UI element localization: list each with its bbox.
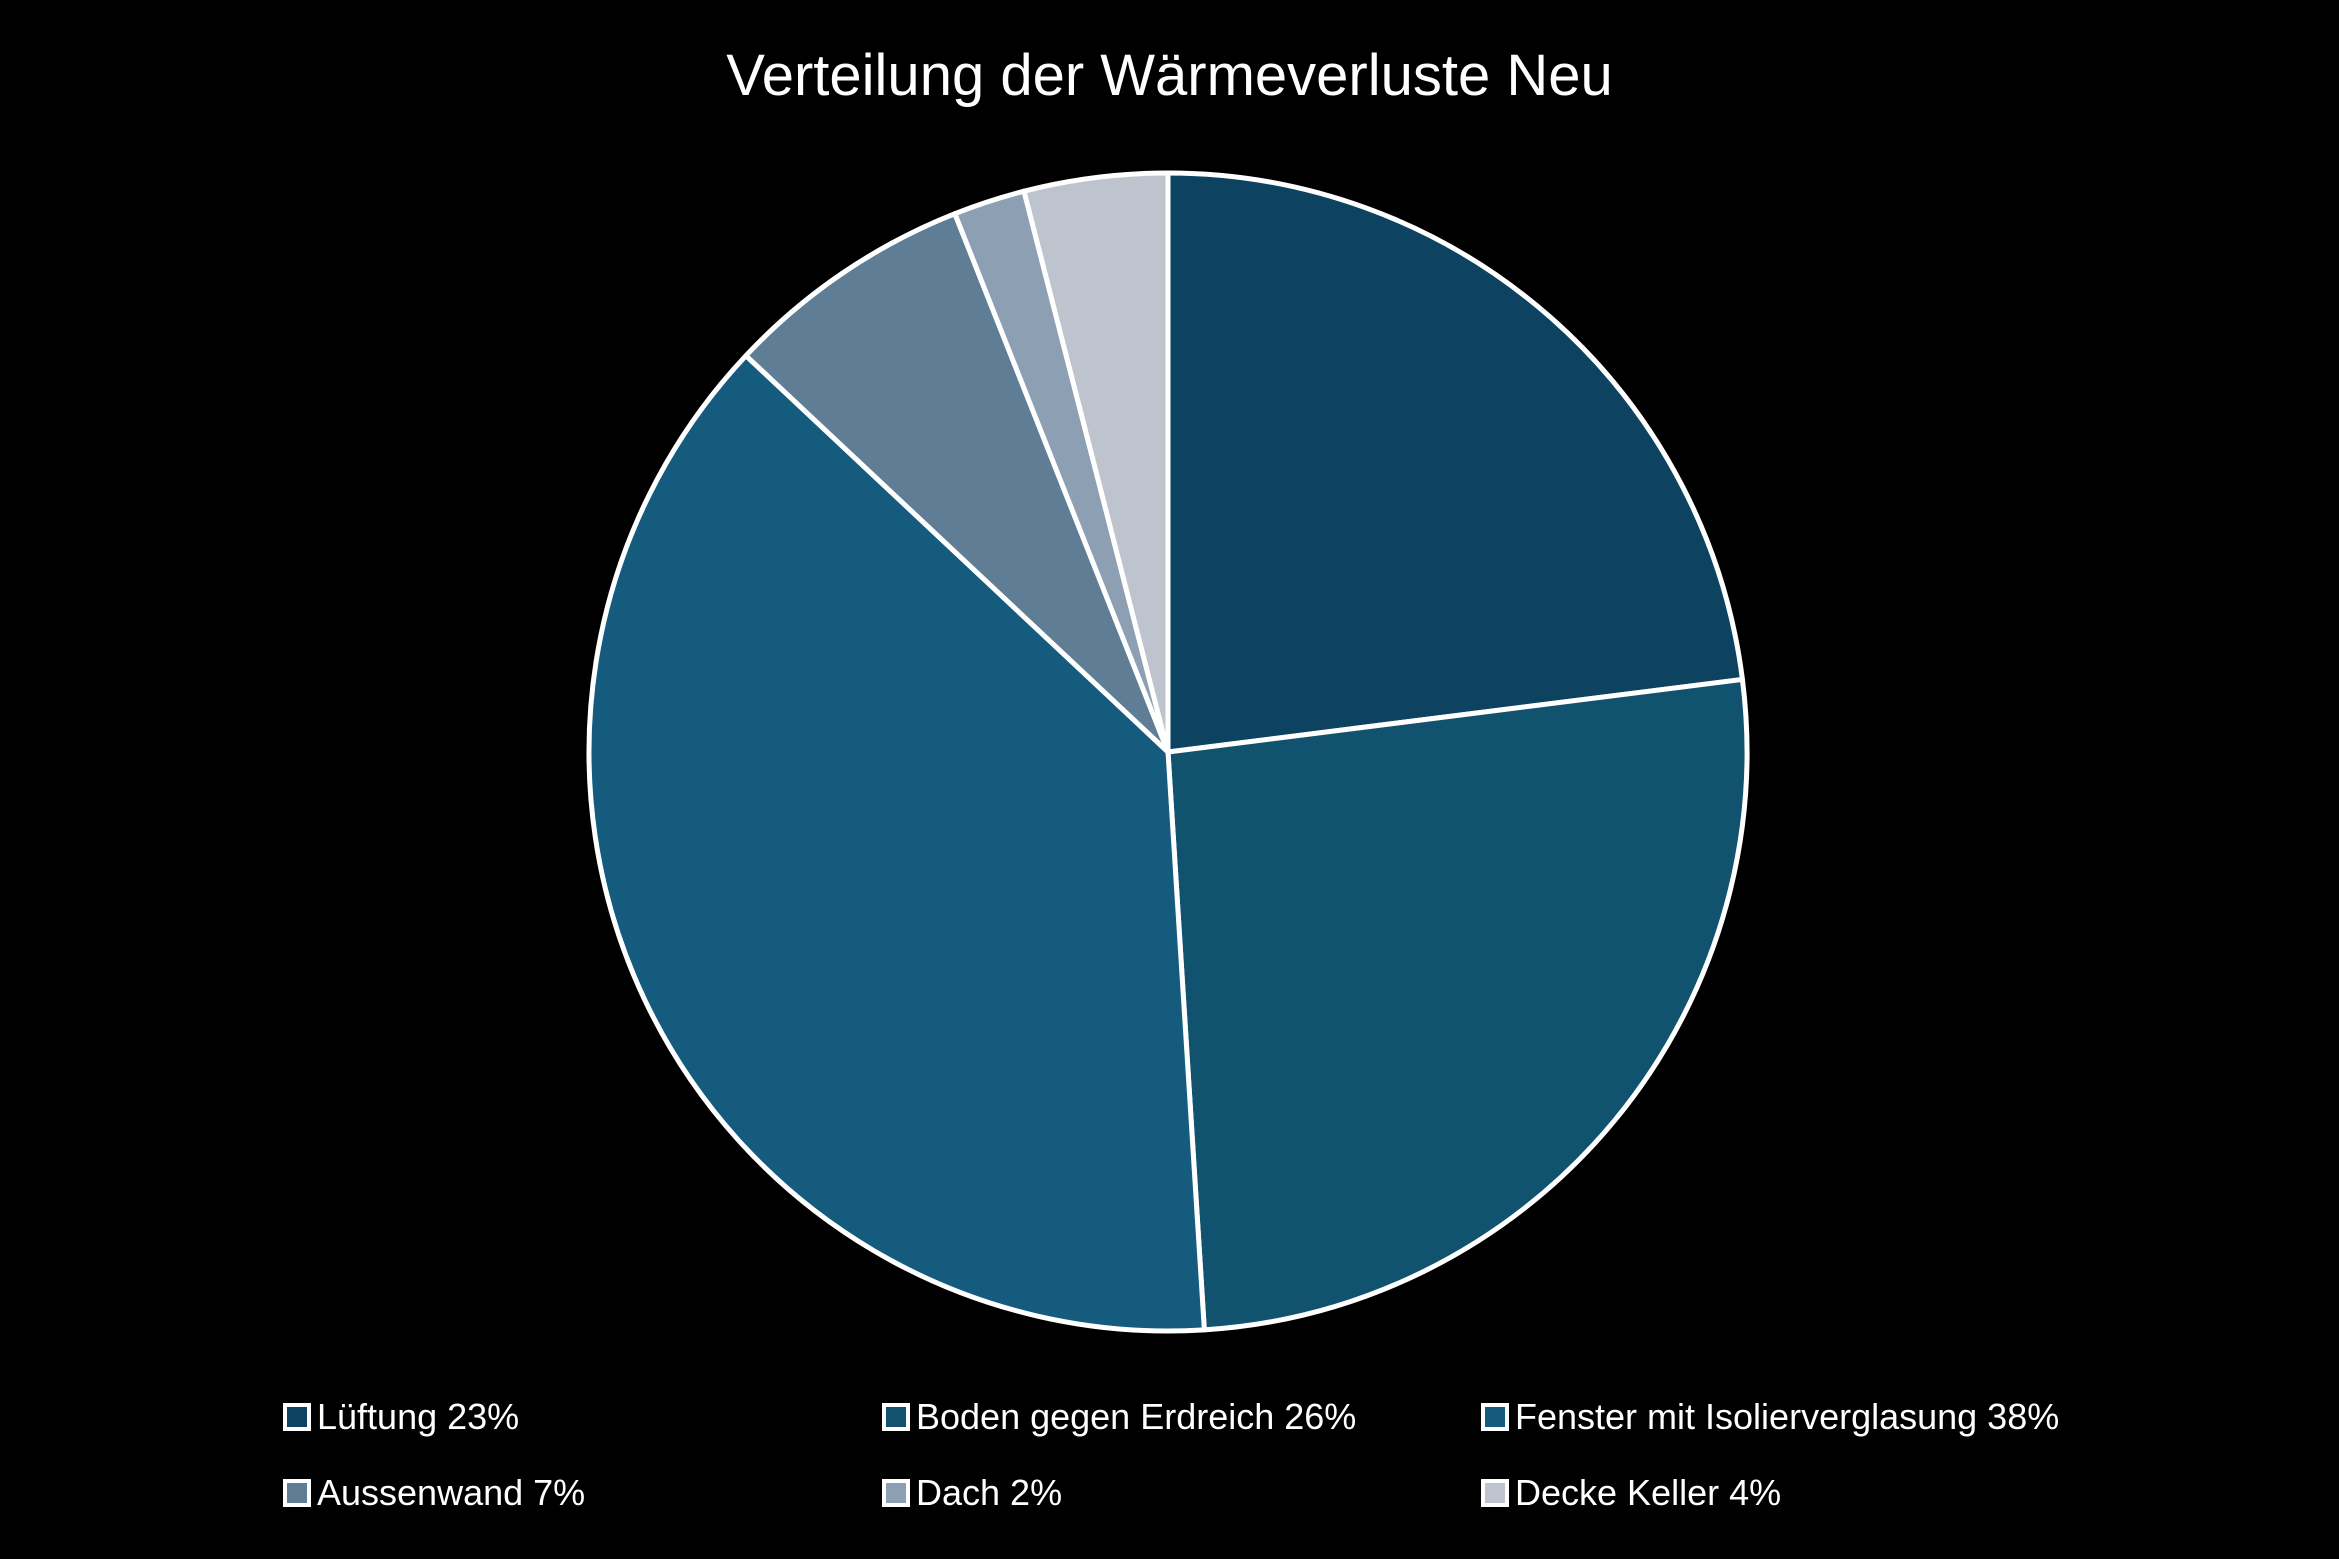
legend-item-boden[interactable]: Boden gegen Erdreich 26% xyxy=(882,1393,1356,1441)
legend-item-decke-keller[interactable]: Decke Keller 4% xyxy=(1481,1469,1781,1517)
pie-slice-aussenwand[interactable] xyxy=(743,211,1171,755)
legend-label-boden: Boden gegen Erdreich 26% xyxy=(916,1396,1357,1437)
legend-item-dach[interactable]: Dach 2% xyxy=(882,1469,1062,1517)
pie-slice-lueftung[interactable] xyxy=(1165,170,1745,755)
legend-label-dach: Dach 2% xyxy=(916,1472,1063,1513)
legend-swatch-decke-keller xyxy=(1481,1479,1509,1507)
legend-label-fenster: Fenster mit Isolierverglasung 38% xyxy=(1515,1396,2060,1437)
pie-slice-fenster[interactable] xyxy=(586,353,1207,1334)
legend-item-lueftung[interactable]: Lüftung 23% xyxy=(283,1393,519,1441)
legend-item-aussenwand[interactable]: Aussenwand 7% xyxy=(283,1469,585,1517)
legend-label-decke-keller: Decke Keller 4% xyxy=(1515,1472,1782,1513)
legend-swatch-fenster xyxy=(1481,1403,1509,1431)
legend-swatch-aussenwand xyxy=(283,1479,311,1507)
legend-swatch-lueftung xyxy=(283,1403,311,1431)
chart-title: Verteilung der Wärmeverluste Neu xyxy=(726,43,1613,108)
legend-swatch-dach xyxy=(882,1479,910,1507)
pie-slice-decke-keller[interactable] xyxy=(1021,170,1171,755)
legend-label-aussenwand: Aussenwand 7% xyxy=(317,1472,586,1513)
legend-swatch-boden xyxy=(882,1403,910,1431)
legend-label-lueftung: Lüftung 23% xyxy=(317,1396,520,1437)
pie-slice-boden[interactable] xyxy=(1165,676,1750,1333)
legend-item-fenster[interactable]: Fenster mit Isolierverglasung 38% xyxy=(1481,1393,2059,1441)
